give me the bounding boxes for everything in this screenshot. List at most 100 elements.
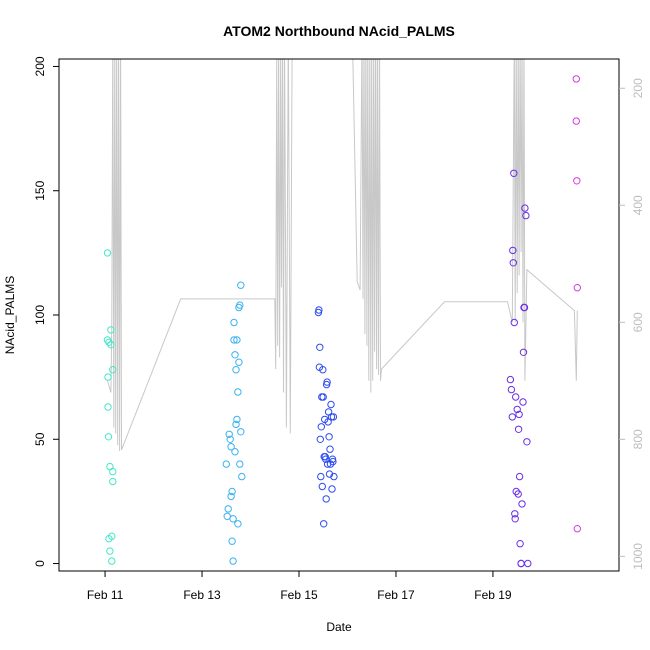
data-point [107,326,115,334]
data-point [572,75,580,83]
altitude-trace-line [107,59,578,452]
data-point [509,259,517,267]
data-point [327,413,336,421]
data-point [514,425,523,433]
data-point [230,336,238,344]
data-point [512,393,520,401]
data-point [508,413,516,421]
x-tick-label: Feb 11 [87,588,124,602]
y-tick-label: 50 [33,432,47,446]
scatter-points-layer [103,75,581,568]
data-point [511,515,519,523]
data-point [227,492,235,501]
data-point [325,470,334,478]
y-tick-label: 150 [33,180,47,200]
data-point [522,211,530,220]
data-point [315,306,323,314]
data-point [517,559,525,568]
data-point [327,400,335,409]
data-point [317,472,325,481]
data-point [227,443,235,451]
x-tick-label: Feb 17 [377,588,415,602]
data-point [225,430,233,438]
data-point [316,435,324,443]
data-point [228,537,236,545]
data-point [511,510,519,518]
data-point [518,500,526,508]
altitude-trace-layer [107,59,578,452]
data-point [109,467,117,476]
data-point [226,435,234,443]
right-tick-label: 400 [631,195,645,215]
data-point [317,423,325,431]
data-point [510,169,518,178]
data-point [107,341,115,349]
x-tick-label: Feb 19 [474,588,512,602]
data-point [232,366,240,374]
data-point [109,477,117,486]
data-point [319,393,327,401]
data-point [326,445,334,453]
data-point [104,433,113,441]
data-point [515,472,524,481]
data-point [222,460,231,468]
data-point [228,487,236,496]
right-tick-label: 1000 [631,543,645,570]
data-point [521,204,529,212]
right-tick-label: 800 [631,429,645,449]
data-point [329,457,337,466]
data-point [323,378,331,386]
y-tick-label: 100 [33,305,47,325]
data-point [324,418,332,426]
data-point [523,438,531,446]
data-point [108,532,116,540]
data-point [326,460,335,468]
data-point [325,433,333,441]
data-point [229,515,237,523]
data-point [105,338,113,346]
data-point [509,246,517,255]
data-point [106,547,114,555]
data-point [224,505,232,513]
data-point [109,366,117,374]
data-point [234,388,242,396]
data-point [318,482,326,491]
data-point [514,490,522,498]
y-tick-label: 0 [33,560,47,567]
data-point [330,472,338,481]
data-point [237,281,245,289]
data-point [322,495,330,503]
data-point [231,351,239,359]
data-point [516,540,524,548]
data-point [510,318,518,327]
data-point [104,403,112,411]
data-point [507,385,516,394]
data-point [235,358,243,366]
data-point [236,460,244,468]
data-point [108,557,116,565]
data-point [104,373,112,381]
data-point [231,448,239,456]
data-point [519,398,527,406]
right-tick-label: 600 [631,312,645,332]
data-point [233,336,241,344]
data-point [512,487,520,496]
data-point [519,348,528,356]
plot-frame [58,58,620,572]
data-point [316,343,324,351]
data-point [233,415,241,424]
data-point [236,301,244,309]
data-point [520,303,529,312]
data-point [320,520,328,528]
data-point [573,177,581,185]
x-tick-label: Feb 15 [280,588,318,602]
y-axis-label: NAcid_PALMS [3,276,17,354]
data-point [238,472,246,481]
data-point [513,405,521,414]
data-point [515,410,523,419]
data-point [524,559,532,568]
data-point [237,428,245,436]
right-tick-label: 200 [631,78,645,98]
data-point [234,520,242,528]
